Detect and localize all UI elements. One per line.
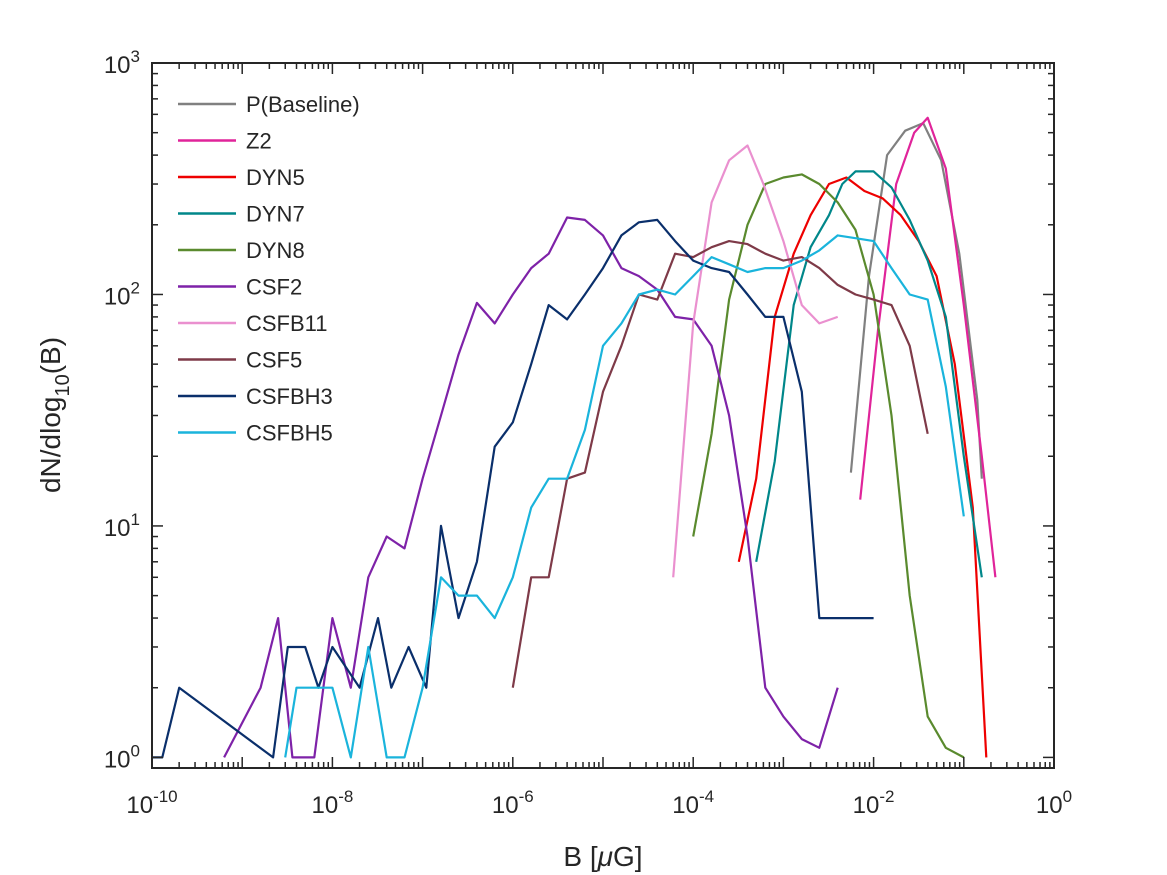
legend: P(Baseline) Z2 DYN5 DYN7 DYN8 CSF2 CSFB11 CSF5 C…: [178, 92, 360, 446]
y-tick-label: 101: [104, 510, 140, 542]
x-tick-label: 10-4: [672, 787, 714, 819]
y-tick-exponent: 0: [131, 741, 140, 760]
x-tick-exponent: -4: [699, 787, 714, 806]
x-tick-exponent: 0: [1063, 787, 1072, 806]
x-axis-title-mu: μ: [597, 841, 613, 872]
legend-label: CSFB11: [246, 311, 328, 336]
legend-item-z2: Z2: [178, 129, 272, 154]
y-tick-base: 10: [104, 515, 131, 542]
legend-label: CSF2: [246, 275, 302, 300]
x-tick-exponent: -2: [879, 787, 894, 806]
series-line-csfbh3: [152, 218, 874, 759]
x-tick-base: 10: [1036, 792, 1063, 819]
legend-item-csf5: CSF5: [178, 348, 302, 373]
y-tick-label: 102: [104, 278, 140, 310]
y-axis-title-subscript: 10: [52, 374, 74, 396]
y-tick-exponent: 2: [131, 278, 140, 297]
x-tick-label: 100: [1036, 787, 1072, 819]
legend-item-dyn7: DYN7: [178, 202, 305, 227]
legend-label: CSF5: [246, 348, 302, 373]
y-tick-exponent: 3: [131, 47, 140, 66]
legend-label: Z2: [246, 129, 272, 154]
x-tick-base: 10: [311, 792, 338, 819]
y-axis-title-prefix: dN/dlog: [35, 397, 66, 494]
x-tick-label: 10-6: [492, 787, 534, 819]
x-tick-label: 10-8: [311, 787, 353, 819]
y-axis-title-suffix: (B): [35, 337, 66, 374]
series-line-csfbh5: [284, 234, 965, 759]
series-layer: [152, 116, 997, 759]
legend-item-dyn5: DYN5: [178, 165, 305, 190]
legend-label: CSFBH5: [246, 421, 333, 446]
x-tick-exponent: -8: [338, 787, 353, 806]
x-axis-title-prefix: B [: [563, 841, 597, 872]
x-tick-base: 10: [492, 792, 519, 819]
y-tick-exponent: 1: [131, 510, 140, 529]
legend-item-p-baseline: P(Baseline): [178, 92, 360, 117]
axes-box: [151, 62, 1055, 769]
x-axis-title: B [μG]: [563, 841, 642, 872]
legend-item-dyn8: DYN8: [178, 238, 305, 263]
legend-label: CSFBH3: [246, 384, 333, 409]
series-line-z2: [859, 116, 997, 578]
legend-label: DYN7: [246, 202, 305, 227]
y-tick-base: 10: [104, 283, 131, 310]
legend-item-csfbh5: CSFBH5: [178, 421, 333, 446]
x-axis-title-suffix: G]: [613, 841, 643, 872]
series-line-csf5: [511, 240, 929, 688]
legend-label: DYN5: [246, 165, 305, 190]
legend-item-csf2: CSF2: [178, 275, 302, 300]
legend-label: P(Baseline): [246, 92, 360, 117]
series-line-dyn7: [755, 170, 983, 578]
x-tick-base: 10: [672, 792, 699, 819]
legend-label: DYN8: [246, 238, 305, 263]
x-tick-exponent: -6: [519, 787, 534, 806]
x-tick-base: 10: [853, 792, 880, 819]
series-line-csfb11: [672, 144, 839, 578]
legend-item-csfbh3: CSFBH3: [178, 384, 333, 409]
y-tick-base: 10: [104, 52, 131, 79]
x-tick-exponent: -10: [153, 787, 178, 806]
legend-item-csfb11: CSFB11: [178, 311, 328, 336]
x-tick-label: 10-10: [126, 787, 177, 819]
x-tick-base: 10: [126, 792, 153, 819]
y-axis-title: dN/dlog10(B): [35, 337, 74, 493]
y-tick-label: 100: [104, 741, 140, 773]
series-line-csf2: [223, 216, 839, 759]
y-tick-label: 103: [104, 47, 140, 79]
y-tick-base: 10: [104, 746, 131, 773]
plot-area: [152, 63, 1054, 768]
series-line-dyn8: [692, 173, 965, 759]
x-tick-label: 10-2: [853, 787, 895, 819]
